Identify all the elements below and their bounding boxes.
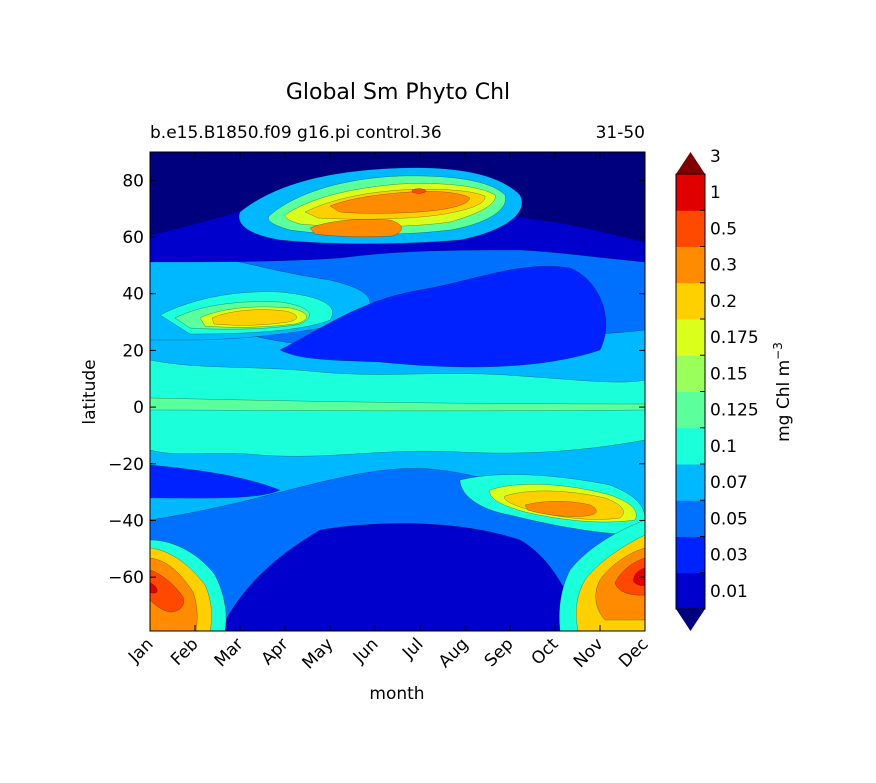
colorbar-label: mg Chl m−3 [771, 342, 794, 442]
x-tick-label: Apr [258, 634, 293, 669]
contour-ngyre [279, 266, 607, 368]
colorbar: 0.01 0.03 0.05 0.07 0.1 0.125 0.15 0.175 0.2 0.3 0… [675, 147, 794, 631]
chart-subtitle-left: b.e15.B1850.f09 g16.pi control.36 [150, 123, 442, 143]
contour-ssub-dark [150, 464, 281, 499]
plot-frame [149, 151, 646, 632]
contour-dec-4 [614, 557, 645, 596]
x-tick-label: Oct [528, 634, 563, 669]
colorbar-tick-label: 0.01 [710, 582, 748, 602]
x-tick-label: Jun [349, 634, 383, 668]
x-tick-label: Aug [435, 634, 473, 672]
colorbar-tick-label: 0.3 [710, 256, 737, 276]
x-tick-label: Jul [398, 634, 427, 663]
colorbar-tick-label: 0.125 [710, 401, 759, 421]
x-tick-label: Feb [167, 634, 202, 669]
contour-ssub-bloom-4 [524, 501, 597, 517]
x-axis-label: month [369, 684, 424, 704]
x-tick-label: Nov [570, 634, 608, 672]
y-axis-label: latitude [80, 359, 100, 424]
colorbar-cell [676, 174, 705, 211]
colorbar-tick-label: 1 [710, 183, 721, 203]
colorbar-tick-label: 3 [710, 147, 721, 167]
colorbar-cell [676, 210, 705, 247]
colorbar-cell [676, 282, 705, 320]
contour-arctic-7 [411, 188, 427, 194]
colorbar-tick-label: 0.15 [710, 364, 748, 384]
contour-jan-5 [150, 582, 158, 594]
x-tick-label: Mar [211, 634, 248, 671]
colorbar-tick-label: 0.03 [710, 546, 748, 566]
y-tick-label: −40 [108, 511, 144, 531]
colorbar-tick-label: 0.05 [710, 509, 748, 529]
colorbar-extend-bottom [676, 609, 705, 631]
x-tick-label: Dec [615, 634, 652, 671]
x-tick-label: May [299, 634, 338, 673]
contour-jan-4 [150, 569, 184, 613]
colorbar-tick-label: 0.2 [710, 292, 737, 312]
colorbar-tick-label: 0.5 [710, 219, 737, 239]
y-tick-label: 60 [122, 228, 144, 248]
colorbar-cell [676, 391, 705, 429]
colorbar-tick-label: 0.07 [710, 473, 748, 493]
contour-arctic-6 [309, 219, 402, 238]
y-tick-label: 40 [122, 285, 144, 305]
y-tick-label: −60 [108, 568, 144, 588]
contour-plot [150, 152, 645, 631]
y-tick-label: 80 [122, 171, 144, 191]
colorbar-cell [676, 464, 705, 501]
contour-arctic-5 [329, 191, 471, 214]
colorbar-cell [676, 246, 705, 284]
y-axis: 80 60 40 20 0 −20 −40 −60 [108, 171, 645, 588]
colorbar-cell [676, 572, 705, 610]
colorbar-extend-top [676, 152, 705, 174]
colorbar-tick-label: 0.175 [710, 328, 759, 348]
y-tick-label: 20 [122, 341, 144, 361]
contour-south-blue [219, 523, 586, 631]
colorbar-cell [676, 500, 705, 537]
colorbar-cell [676, 355, 705, 392]
x-tick-label: Sep [481, 634, 518, 671]
colorbar-tick-label: 0.1 [710, 437, 737, 457]
colorbar-cell [676, 427, 705, 465]
colorbar-cell [676, 536, 705, 574]
y-tick-label: 0 [133, 398, 144, 418]
x-tick-label: Jan [124, 634, 157, 667]
y-tick-label: −20 [108, 455, 144, 475]
colorbar-cell [676, 319, 705, 356]
contour-equator [150, 397, 645, 412]
chart-title: Global Sm Phyto Chl [286, 80, 510, 105]
chart-subtitle-right: 31-50 [596, 123, 645, 143]
contour-nmid-5 [211, 309, 297, 326]
